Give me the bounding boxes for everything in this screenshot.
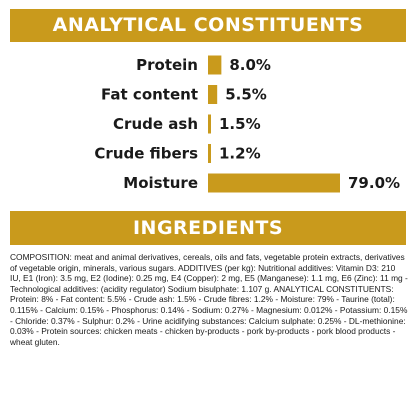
ingredients-banner: INGREDIENTS [10, 211, 406, 245]
value-label-crude-ash: 1.5% [219, 115, 261, 133]
ingredients-composition-text: COMPOSITION: meat and animal derivatives… [10, 252, 408, 347]
value-label-protein: 8.0% [229, 56, 271, 74]
category-label-moisture: Moisture [123, 174, 198, 192]
value-label-fat-content: 5.5% [225, 86, 267, 104]
bar-fat-content [208, 85, 218, 104]
bar-crude-ash [208, 114, 211, 134]
analytical-constituents-banner: ANALYTICAL CONSTITUENTS [10, 9, 406, 42]
value-label-moisture: 79.0% [348, 174, 400, 192]
category-label-fat-content: Fat content [101, 86, 198, 104]
value-label-crude-fibers: 1.2% [219, 145, 261, 163]
category-label-crude-ash: Crude ash [113, 115, 198, 133]
category-label-protein: Protein [136, 56, 198, 74]
analytical-constituents-chart: Protein 8.0% Fat content 5.5% Crude ash 1.5% C… [94, 55, 400, 193]
bar-crude-fibers [208, 144, 211, 163]
bar-moisture [208, 173, 340, 193]
category-label-crude-fibers: Crude fibers [94, 145, 198, 163]
bar-protein [208, 55, 222, 75]
